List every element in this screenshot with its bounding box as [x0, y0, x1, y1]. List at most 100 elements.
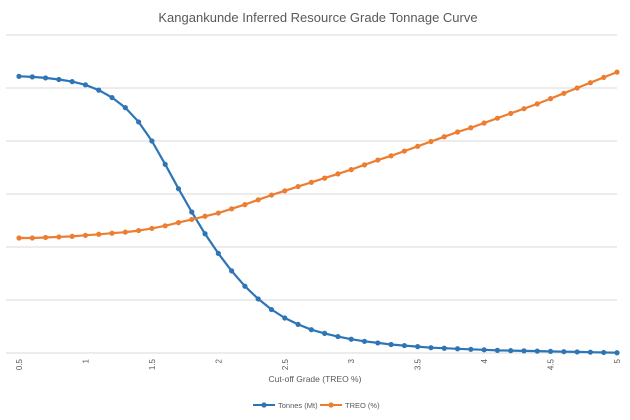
x-axis: 0.5 1 1.5 2 2.5 3 3.5 4 4.5 5 [15, 358, 622, 370]
data-point [587, 80, 594, 86]
data-point [534, 101, 540, 107]
data-point [229, 268, 235, 274]
data-point [42, 75, 49, 81]
data-point [268, 192, 275, 198]
data-point [335, 171, 341, 177]
data-point [162, 223, 168, 229]
data-point [415, 344, 421, 350]
data-point [574, 349, 580, 355]
data-point [547, 96, 554, 102]
data-point [136, 227, 142, 234]
data-point [295, 321, 301, 327]
data-point [175, 186, 182, 192]
data-point [361, 162, 368, 168]
data-point [454, 129, 461, 135]
data-point [282, 188, 288, 194]
data-point [348, 167, 354, 173]
data-point [574, 85, 580, 91]
data-point [242, 283, 248, 289]
data-point [82, 232, 89, 238]
x-tick-label: 2 [214, 358, 223, 363]
series-line [18, 75, 618, 354]
data-point [295, 183, 301, 190]
data-point [215, 250, 221, 256]
chart-title: Kangankunde Inferred Resource Grade Tonn… [158, 10, 477, 25]
data-point [587, 349, 594, 355]
x-tick-label: 5 [613, 358, 622, 363]
x-tick-label: 1 [81, 358, 90, 363]
data-point [454, 346, 461, 352]
data-point [508, 110, 514, 117]
data-point [388, 341, 394, 348]
legend-label: TREO (%) [345, 401, 380, 410]
legend-marker [328, 402, 334, 408]
data-point [282, 315, 288, 321]
data-point [401, 148, 407, 154]
data-point [136, 119, 142, 125]
series [16, 69, 620, 241]
data-point [242, 202, 248, 208]
data-point [175, 220, 182, 226]
data-point [308, 327, 314, 333]
data-point [109, 230, 115, 236]
data-point [42, 234, 49, 241]
data-point [82, 82, 89, 88]
x-tick-label: 4.5 [547, 358, 556, 370]
data-point [69, 79, 75, 85]
data-point [401, 342, 407, 349]
legend: Tonnes (Mt) TREO (%) [253, 401, 380, 410]
data-point [96, 231, 102, 237]
data-point [56, 234, 62, 240]
data-point [388, 153, 394, 159]
data-point [122, 229, 128, 235]
data-point [16, 235, 22, 241]
data-point [322, 330, 328, 336]
data-point [149, 138, 155, 144]
data-point [29, 235, 35, 241]
data-point [468, 125, 474, 131]
x-tick-label: 3.5 [414, 358, 423, 370]
data-point [441, 345, 447, 351]
series-layer [16, 69, 620, 356]
data-point [308, 179, 314, 185]
data-point [547, 348, 554, 355]
data-point [162, 161, 168, 167]
legend-marker [261, 402, 267, 408]
data-point [229, 206, 235, 212]
data-point [69, 233, 75, 239]
data-point [494, 347, 500, 353]
data-point [189, 216, 195, 223]
x-tick-label: 1.5 [148, 358, 157, 370]
x-tick-label: 0.5 [15, 358, 24, 370]
data-point [202, 213, 208, 219]
data-point [428, 345, 434, 351]
data-point [16, 73, 22, 79]
data-point [614, 69, 620, 75]
x-tick-label: 2.5 [281, 358, 290, 370]
legend-label: Tonnes (Mt) [278, 401, 318, 410]
data-point [614, 350, 620, 356]
data-point [561, 349, 567, 355]
x-tick-label: 4 [480, 358, 489, 363]
data-point [361, 338, 368, 344]
data-point [335, 333, 341, 340]
data-point [56, 76, 62, 83]
data-point [481, 347, 487, 353]
data-point [202, 231, 208, 237]
data-point [268, 306, 275, 313]
data-point [215, 210, 221, 216]
data-point [375, 157, 381, 163]
data-point [521, 348, 527, 354]
data-point [96, 87, 102, 93]
data-point [375, 340, 381, 346]
data-point [601, 74, 607, 80]
data-point [415, 143, 421, 149]
data-point [561, 90, 567, 96]
data-point [29, 74, 35, 80]
data-point [508, 348, 514, 354]
x-tick-label: 3 [347, 358, 356, 363]
series [16, 73, 620, 356]
data-point [255, 296, 261, 302]
data-point [468, 346, 474, 352]
data-point [348, 336, 354, 342]
